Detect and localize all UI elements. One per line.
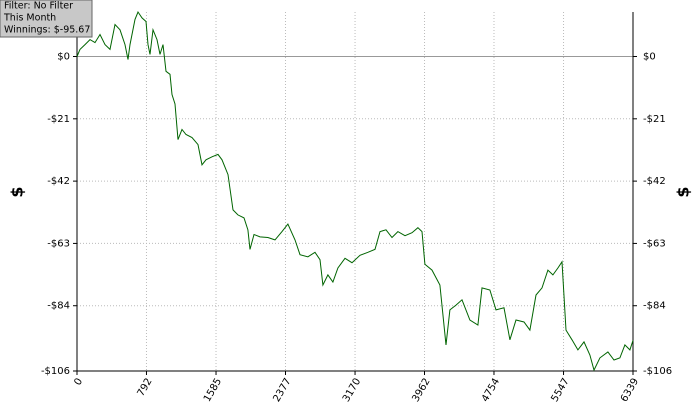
info-line: Filter: No Filter <box>4 1 73 12</box>
y-tick-label: -$84 <box>47 301 70 312</box>
x-tick-label: 792 <box>136 377 155 399</box>
x-tick-label: 2377 <box>271 377 293 405</box>
y-tick-label-right: -$21 <box>643 114 666 125</box>
y-tick-label: $0 <box>57 52 70 63</box>
y-tick-label: -$42 <box>47 176 70 187</box>
y-tick-label: -$63 <box>47 238 70 249</box>
info-box-bg <box>0 0 93 38</box>
info-line: Winnings: $-95.67 <box>4 25 90 36</box>
x-tick-label: 5547 <box>549 377 571 405</box>
y-tick-label-right: -$42 <box>643 176 666 187</box>
x-tick-label: 3962 <box>410 377 432 405</box>
info-box: Filter: No Filter This Month Winnings: $… <box>0 0 93 38</box>
y-axis-label: $ <box>8 186 27 197</box>
y-tick-label-right: -$84 <box>643 301 666 312</box>
y-tick-label: -$106 <box>41 366 70 377</box>
x-tick-label: 3170 <box>341 377 363 405</box>
x-tick-label: 4754 <box>480 376 502 404</box>
x-tick-label: 6339 <box>619 377 641 405</box>
y-tick-label-right: $0 <box>643 52 656 63</box>
y-tick-label-right: -$63 <box>643 238 666 249</box>
y-tick-label: -$21 <box>47 114 70 125</box>
x-tick-label: 1585 <box>202 377 224 405</box>
x-tick-label: 0 <box>72 377 85 388</box>
y-axis-label-right: $ <box>674 186 693 197</box>
info-line: This Month <box>3 13 56 24</box>
y-tick-label-right: -$106 <box>643 366 672 377</box>
winnings-line <box>76 10 634 372</box>
